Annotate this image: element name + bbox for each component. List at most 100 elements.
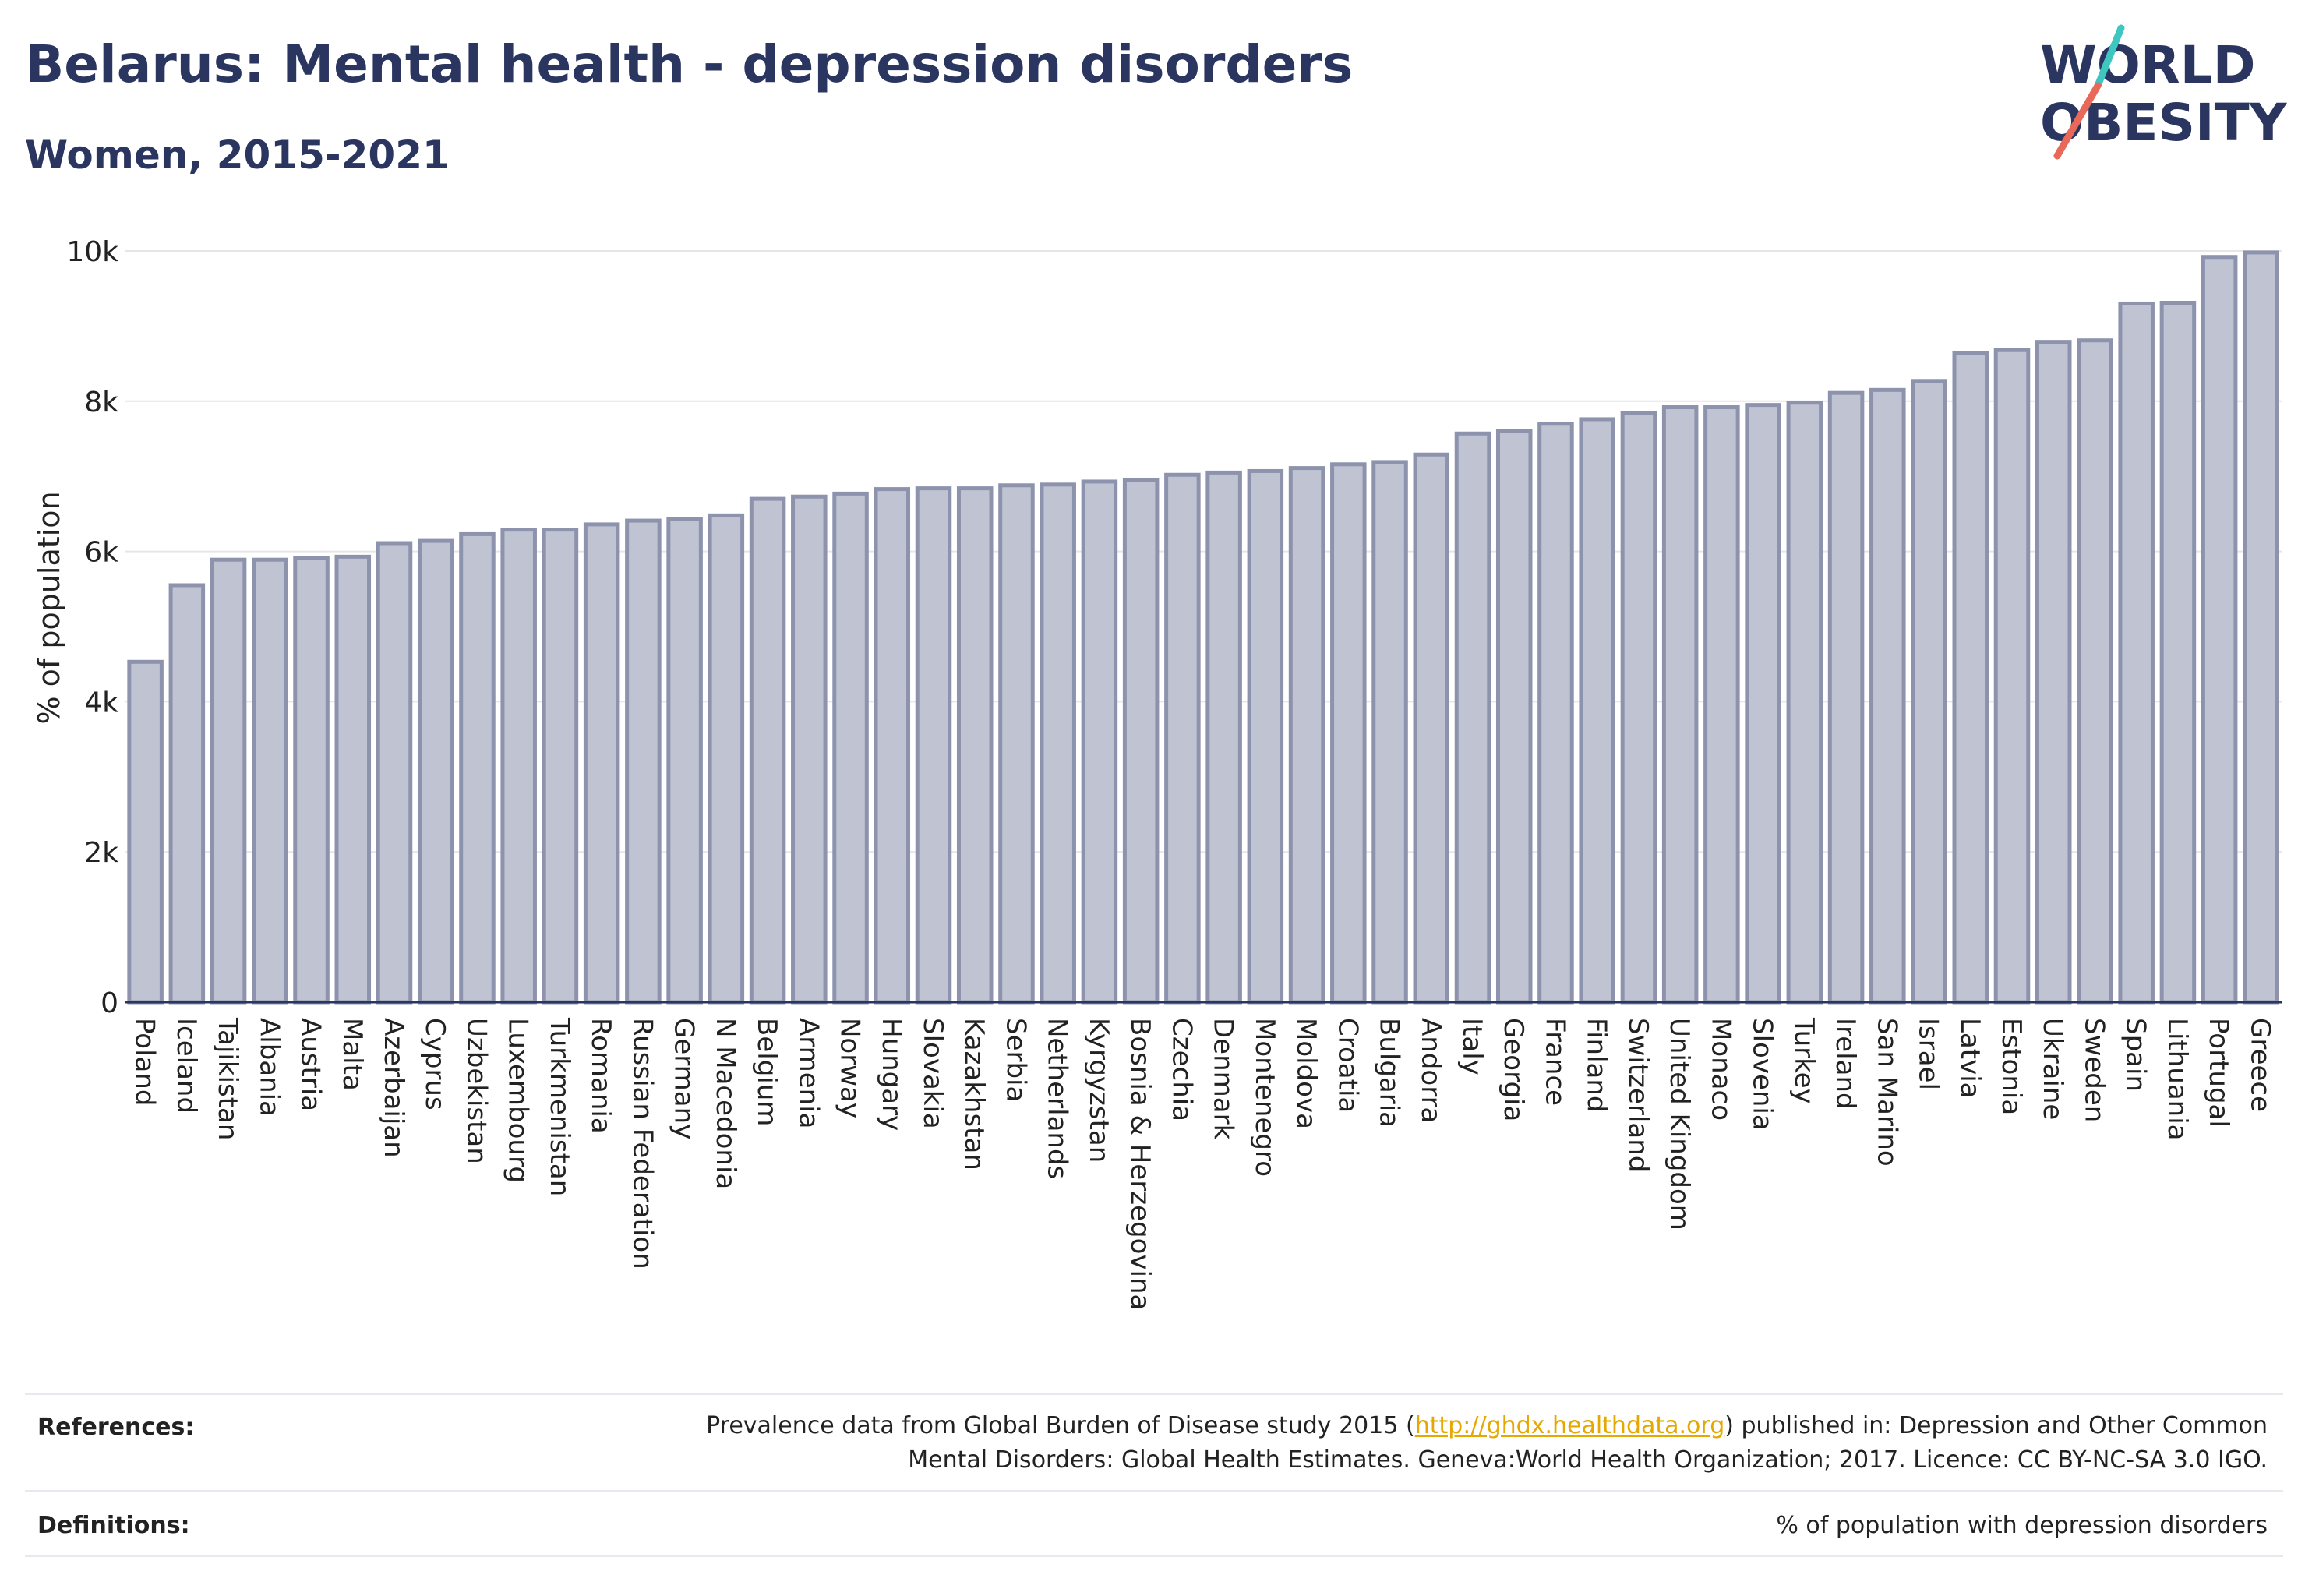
bar-russian-federation[interactable] [625, 518, 662, 1005]
x-tick-label: Hungary [876, 1018, 907, 1131]
x-tick-label: Norway [835, 1018, 866, 1118]
x-tick-label: Romania [585, 1018, 616, 1134]
bar-ukraine[interactable] [2035, 340, 2072, 1005]
bar-lithuania[interactable] [2159, 301, 2197, 1005]
bar-georgia[interactable] [1495, 429, 1533, 1005]
x-tick-label: Slovenia [1747, 1018, 1778, 1131]
bar-norway[interactable] [832, 491, 869, 1005]
bar-belgium[interactable] [749, 496, 786, 1005]
references-text-pre: Prevalence data from Global Burden of Di… [706, 1412, 1415, 1439]
bar-andorra[interactable] [1413, 452, 1450, 1005]
x-tick-label: France [1539, 1018, 1570, 1106]
bar-serbia[interactable] [998, 483, 1035, 1005]
bar-slovakia[interactable] [915, 486, 952, 1005]
x-tick-label: Israel [1913, 1018, 1944, 1090]
y-tick-label: 6k [84, 537, 118, 569]
y-tick-label: 8k [84, 387, 118, 418]
bar-luxembourg[interactable] [500, 528, 537, 1005]
bar-iceland[interactable] [168, 583, 206, 1005]
x-tick-label: Albania [253, 1018, 284, 1117]
bar-n-macedonia[interactable] [708, 513, 745, 1005]
bar-sweden[interactable] [2077, 338, 2113, 1005]
bar-tajikistan[interactable] [210, 557, 247, 1005]
x-tick-label: Montenegro [1249, 1018, 1280, 1177]
bar-kazakhstan[interactable] [956, 486, 994, 1005]
references-text: Prevalence data from Global Burden of Di… [706, 1409, 2268, 1478]
x-tick-label: Moldova [1290, 1018, 1322, 1129]
bar-ireland[interactable] [1827, 390, 1865, 1005]
bar-estonia[interactable] [1993, 348, 2031, 1005]
x-tick-label: Estonia [1996, 1018, 2027, 1115]
references-text-line2: Mental Disorders: Global Health Estimate… [908, 1446, 2268, 1474]
x-tick-label: Monaco [1705, 1018, 1736, 1121]
footer-divider-bottom [25, 1555, 2283, 1557]
bar-turkey[interactable] [1786, 401, 1823, 1005]
bar-portugal[interactable] [2201, 255, 2238, 1005]
x-tick-label: Poland [129, 1018, 161, 1107]
x-tick-label: Slovakia [917, 1018, 948, 1129]
bar-france[interactable] [1537, 422, 1574, 1005]
bar-bulgaria[interactable] [1371, 460, 1408, 1005]
bar-kyrgyzstan[interactable] [1081, 479, 1118, 1005]
x-tick-label: Czechia [1166, 1018, 1197, 1121]
bar-czechia[interactable] [1164, 472, 1201, 1005]
x-tick-label: Iceland [171, 1018, 202, 1114]
x-tick-label: Latvia [1954, 1018, 1986, 1099]
x-tick-label: Bosnia & Herzegovina [1124, 1018, 1156, 1310]
y-axis-label: % of population [32, 491, 66, 724]
x-tick-label: Russian Federation [627, 1018, 658, 1269]
bar-austria[interactable] [293, 556, 330, 1005]
x-tick-label: Croatia [1332, 1018, 1363, 1113]
bar-netherlands[interactable] [1040, 482, 1076, 1005]
bar-cyprus[interactable] [417, 538, 454, 1005]
bar-albania[interactable] [252, 557, 288, 1005]
x-tick-label: Portugal [2203, 1018, 2234, 1128]
bar-spain[interactable] [2118, 301, 2155, 1005]
x-tick-label: Turkmenistan [544, 1017, 575, 1196]
bar-switzerland[interactable] [1620, 411, 1657, 1005]
x-tick-label: Lithuania [2162, 1018, 2193, 1140]
bar-denmark[interactable] [1205, 470, 1242, 1005]
bar-croatia[interactable] [1330, 462, 1367, 1005]
x-tick-label: Armenia [792, 1018, 824, 1129]
bar-israel[interactable] [1911, 379, 1947, 1005]
x-tick-label: Spain [2120, 1018, 2151, 1092]
x-tick-label: Belgium [751, 1018, 782, 1126]
bar-slovenia[interactable] [1745, 403, 1781, 1005]
bar-poland[interactable] [127, 659, 164, 1005]
bar-san-marino[interactable] [1869, 387, 1906, 1005]
bar-monaco[interactable] [1703, 405, 1740, 1005]
bar-hungary[interactable] [874, 487, 911, 1005]
bar-moldova[interactable] [1288, 466, 1325, 1005]
x-tick-label: Luxembourg [503, 1018, 534, 1183]
bar-montenegro[interactable] [1247, 468, 1284, 1005]
chart-subtitle: Women, 2015-2021 [25, 132, 450, 178]
bar-bosnia-herzegovina[interactable] [1122, 478, 1160, 1005]
bar-armenia[interactable] [791, 494, 828, 1005]
bar-turkmenistan[interactable] [542, 528, 579, 1005]
bar-finland[interactable] [1579, 417, 1615, 1005]
logo-word-obesity: OBESITY [2040, 93, 2288, 153]
bar-chart: 0 2k 4k 6k 8k 10k Poland Iceland Tajikistan Alba… [32, 236, 2282, 1310]
world-obesity-logo: WORLD OBESITY [2040, 24, 2288, 160]
definitions-label: Definitions: [37, 1512, 190, 1539]
bar-romania[interactable] [583, 522, 620, 1005]
x-tick-label: Malta [337, 1018, 368, 1091]
references-link[interactable]: http://ghdx.healthdata.org [1414, 1412, 1725, 1439]
bar-germany[interactable] [666, 517, 703, 1005]
bar-latvia[interactable] [1952, 351, 1989, 1005]
references-text-post: ) published in: Depression and Other Com… [1724, 1412, 2268, 1439]
bar-uzbekistan[interactable] [459, 531, 496, 1005]
x-tick-label: Sweden [2078, 1018, 2109, 1122]
bar-italy[interactable] [1454, 431, 1491, 1005]
x-tick-label: Kyrgyzstan [1083, 1018, 1114, 1163]
bar-malta[interactable] [334, 554, 372, 1005]
logo-slash-teal [2094, 24, 2125, 90]
x-tick-label: Italy [1456, 1018, 1488, 1075]
bar-greece[interactable] [2243, 250, 2279, 1005]
y-tick-label: 10k [66, 236, 118, 268]
bar-azerbaijan[interactable] [376, 541, 413, 1005]
bar-united-kingdom[interactable] [1661, 405, 1699, 1005]
x-tick-label: Germany [669, 1018, 700, 1139]
y-tick-labels: 0 2k 4k 6k 8k 10k [66, 236, 118, 1019]
